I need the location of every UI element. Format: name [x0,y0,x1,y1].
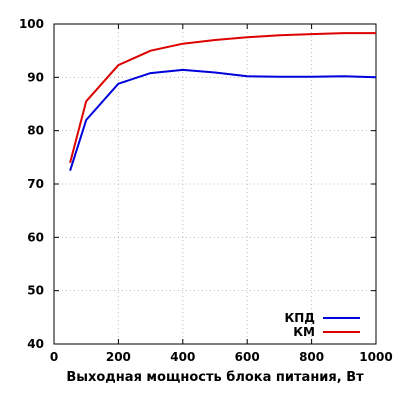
y-tick-label: 70 [27,177,44,191]
y-axis-ticks: 40 50 60 70 80 90 100 [19,17,376,351]
x-tick-label: 0 [50,350,58,364]
x-tick-label: 400 [170,350,195,364]
x-axis-ticks: 0 200 400 600 800 1000 [50,24,393,364]
legend-label: КМ [293,325,315,339]
series-line-2 [69,32,376,163]
legend-label: КПД [284,311,315,325]
y-tick-label: 90 [27,70,44,84]
x-tick-label: 1000 [359,350,392,364]
x-tick-label: 200 [106,350,131,364]
x-tick-label: 600 [235,350,260,364]
y-tick-label: 60 [27,230,44,244]
y-tick-label: 40 [27,337,44,351]
y-tick-label: 80 [27,124,44,138]
series-line-1 [69,68,377,172]
series-lines [69,32,377,172]
y-tick-label: 50 [27,284,44,298]
y-tick-label: 100 [19,17,44,31]
x-tick-label: 800 [299,350,324,364]
x-axis-label: Выходная мощность блока питания, Вт [66,370,364,385]
